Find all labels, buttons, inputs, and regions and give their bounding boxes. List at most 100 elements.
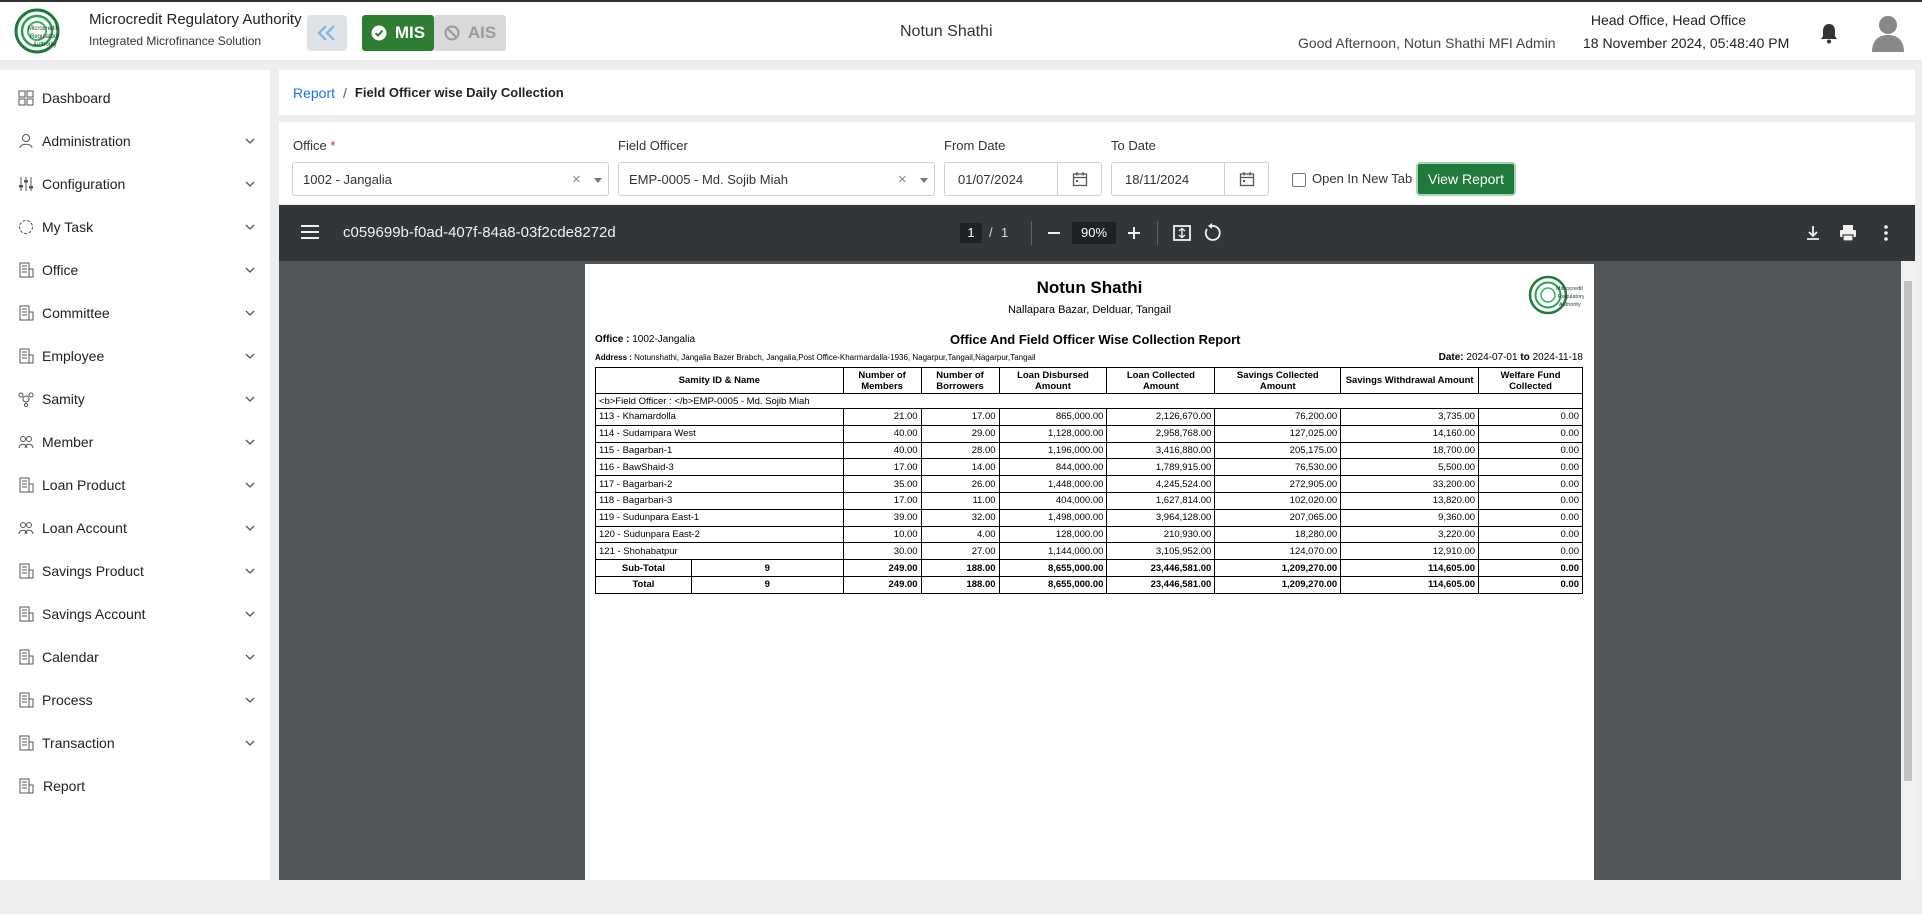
sidebar-item-label: Office	[42, 262, 79, 278]
report-office: Office : 1002-Jangalia	[595, 334, 696, 345]
sidebar-item-label: My Task	[42, 219, 94, 235]
bell-icon[interactable]	[1818, 22, 1840, 44]
breadcrumb-report-link[interactable]: Report	[293, 84, 336, 101]
to-date-input[interactable]: 18/11/2024	[1111, 162, 1269, 196]
subtotal-row: Sub-Total 9 249.00 188.00 8,655,000.00 23,446…	[595, 559, 1583, 577]
value-cell: 30.00	[842, 542, 922, 561]
fit-page-icon[interactable]	[1172, 223, 1192, 243]
chevron-down-icon	[245, 525, 255, 531]
sidebar-item-configuration[interactable]: Configuration	[0, 164, 270, 204]
view-report-button[interactable]: View Report	[1416, 162, 1516, 196]
svg-text:Microcredit: Microcredit	[28, 26, 58, 32]
zoom-level-input[interactable]: 90%	[1072, 222, 1116, 244]
to-date-picker-button[interactable]	[1224, 163, 1268, 195]
sidebar-item-employee[interactable]: Employee	[0, 336, 270, 376]
dashboard-icon	[18, 90, 34, 106]
value-cell: 76,530.00	[1214, 458, 1342, 477]
chevron-down-icon	[245, 224, 255, 230]
sidebar-item-label: Transaction	[42, 735, 115, 751]
mra-logo: Microcredit Regulatory Authority	[14, 8, 60, 54]
value-cell: 29.00	[920, 424, 1000, 443]
app-title: Microcredit Regulatory Authority	[89, 11, 302, 28]
value-cell: 14.00	[920, 458, 1000, 477]
table-row: 115 - Bagarbari-1 40.00 28.00 1,196,000.00 3…	[595, 441, 1583, 460]
table-row: 116 - BawShaid-3 17.00 14.00 844,000.00 1,78…	[595, 458, 1583, 477]
chevron-down-icon	[245, 568, 255, 574]
office-select-value: 1002 - Jangalia	[303, 171, 392, 187]
pdf-scroll-thumb[interactable]	[1904, 281, 1912, 781]
samity-name-cell: 115 - Bagarbari-1	[595, 441, 844, 460]
sidebar-item-process[interactable]: Process	[0, 680, 270, 720]
clear-office-icon[interactable]: ×	[572, 171, 581, 188]
sidebar-item-savings-product[interactable]: Savings Product	[0, 551, 270, 591]
sidebar-item-my-task[interactable]: My Task	[0, 207, 270, 247]
breadcrumb: Report / Field Officer wise Daily Collec…	[279, 70, 1915, 115]
group-row: <b>Field Officer : </b>EMP-0005 - Md. So…	[595, 393, 1583, 409]
sidebar-item-office[interactable]: Office	[0, 250, 270, 290]
sidebar-item-label: Configuration	[42, 176, 126, 192]
sidebar-item-administration[interactable]: Administration	[0, 121, 270, 161]
value-cell: 0.00	[1478, 525, 1583, 544]
value-cell: 1,196,000.00	[998, 441, 1108, 460]
open-new-tab-checkbox[interactable]	[1292, 173, 1306, 187]
table-row: 114 - Sudampara West 40.00 29.00 1,128,000.…	[595, 424, 1583, 443]
value-cell: 0.00	[1478, 441, 1583, 460]
zoom-in-icon[interactable]	[1125, 224, 1143, 242]
toolbar-divider	[1031, 221, 1032, 245]
sidebar-item-dashboard[interactable]: Dashboard	[0, 78, 270, 118]
committee-icon	[19, 305, 34, 321]
value-cell: 35.00	[842, 475, 922, 493]
sidebar-item-member[interactable]: Member	[0, 422, 270, 462]
sidebar-item-committee[interactable]: Committee	[0, 293, 270, 333]
report-icon	[19, 778, 34, 794]
menu-icon[interactable]	[301, 225, 319, 239]
sidebar-item-label: Administration	[42, 133, 131, 149]
value-cell: 207,065.00	[1214, 508, 1342, 527]
samity-name-cell: 119 - Sudunpara East-1	[595, 508, 844, 527]
column-header: Savings Collected Amount	[1214, 367, 1342, 394]
svg-text:Microcredit: Microcredit	[1556, 286, 1583, 292]
field-officer-label: Field Officer	[618, 138, 688, 153]
double-chevron-left-icon	[317, 25, 335, 41]
sidebar-item-savings-account[interactable]: Savings Account	[0, 594, 270, 634]
field-officer-select[interactable]: EMP-0005 - Md. Sojib Miah ×	[618, 162, 935, 196]
value-cell: 40.00	[842, 441, 922, 460]
current-datetime: 18 November 2024, 05:48:40 PM	[1583, 35, 1790, 51]
sidebar-item-loan-product[interactable]: Loan Product	[0, 465, 270, 505]
table-row: 113 - Khamardolla 21.00 17.00 865,000.00 2,1…	[595, 408, 1583, 426]
sidebar-item-report[interactable]: Report	[0, 766, 270, 806]
sidebar-item-transaction[interactable]: Transaction	[0, 723, 270, 763]
more-vertical-icon[interactable]	[1876, 223, 1896, 243]
chevron-down-icon	[245, 439, 255, 445]
sidebar-item-loan-account[interactable]: Loan Account	[0, 508, 270, 548]
chevron-down-icon	[245, 181, 255, 187]
user-avatar-icon[interactable]	[1870, 14, 1906, 52]
value-cell: 210,930.00	[1106, 525, 1216, 544]
mis-toggle-button[interactable]: MIS	[362, 15, 434, 51]
zoom-out-icon[interactable]	[1045, 224, 1063, 242]
open-new-tab-label[interactable]: Open In New Tab	[1312, 171, 1413, 186]
clear-officer-icon[interactable]: ×	[898, 171, 907, 188]
column-header: Number of Borrowers	[920, 367, 1000, 394]
sidebar-item-calendar[interactable]: Calendar	[0, 637, 270, 677]
rotate-icon[interactable]	[1202, 223, 1222, 243]
value-cell: 18,280.00	[1214, 525, 1342, 544]
office-select[interactable]: 1002 - Jangalia ×	[292, 162, 609, 196]
table-row: 121 - Shohabatpur 30.00 27.00 1,144,000.00 3…	[595, 542, 1583, 561]
from-date-input[interactable]: 01/07/2024	[944, 162, 1102, 196]
sidebar-item-label: Calendar	[42, 649, 99, 665]
value-cell: 0.00	[1478, 458, 1583, 477]
value-cell: 124,070.00	[1214, 542, 1342, 561]
ais-toggle-button[interactable]: AIS	[434, 15, 506, 51]
sidebar-collapse-button[interactable]	[307, 15, 347, 51]
from-date-picker-button[interactable]	[1057, 163, 1101, 195]
transaction-icon	[19, 735, 34, 751]
value-cell: 1,789,915.00	[1106, 458, 1216, 477]
sidebar: Dashboard Administration Configuration M…	[0, 70, 270, 880]
download-icon[interactable]	[1803, 223, 1823, 243]
page-number-input[interactable]: 1	[960, 223, 982, 243]
sidebar-item-label: Savings Account	[42, 606, 146, 622]
pdf-scrollbar[interactable]	[1901, 261, 1915, 880]
print-icon[interactable]	[1838, 223, 1858, 243]
sidebar-item-samity[interactable]: Samity	[0, 379, 270, 419]
